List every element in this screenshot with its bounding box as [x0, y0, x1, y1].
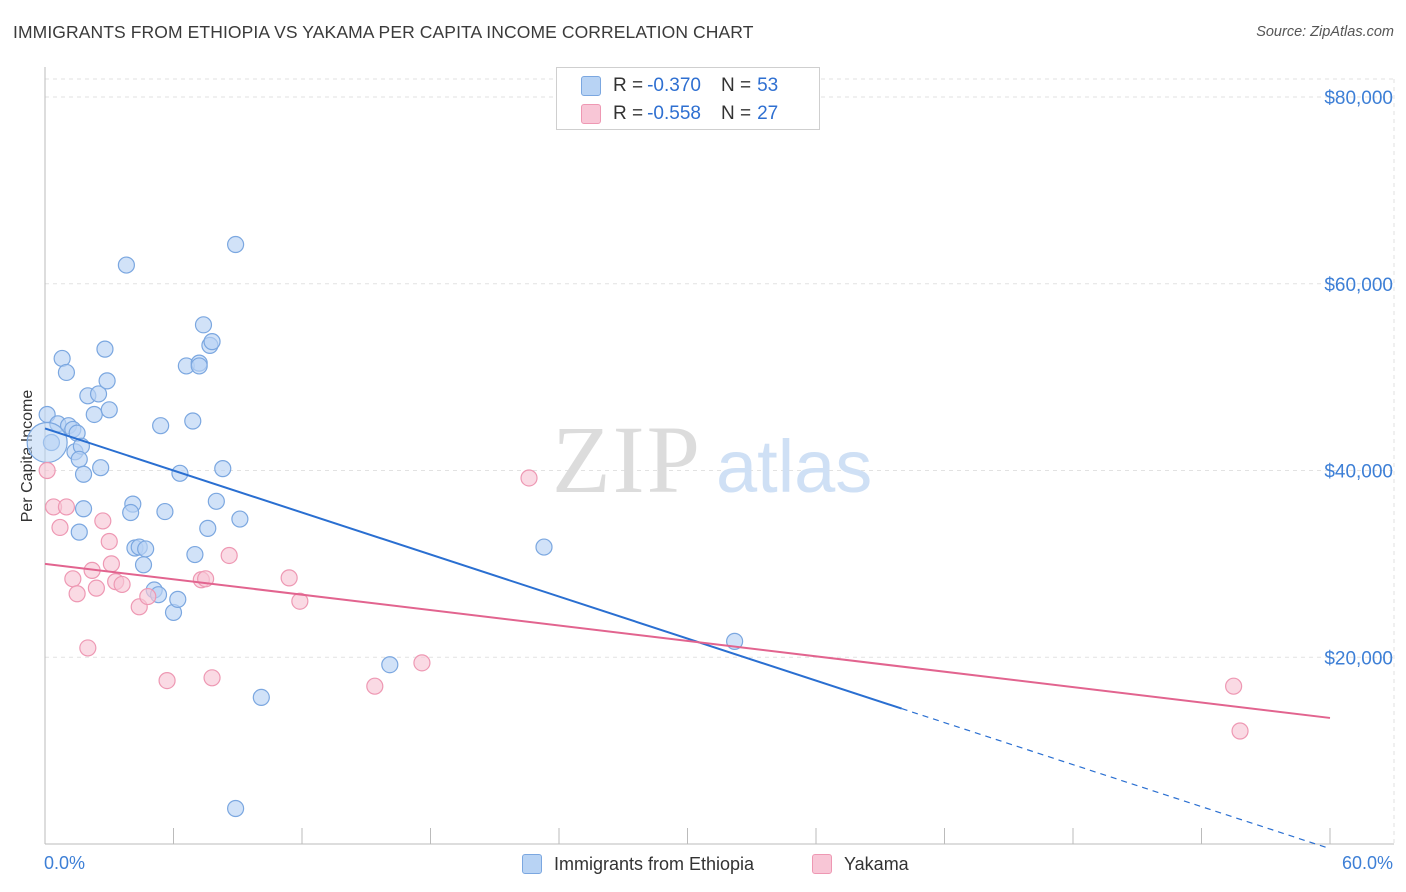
data-point-ethiopia	[381, 656, 399, 674]
data-point-ethiopia	[85, 405, 103, 424]
series-yakama-points	[38, 461, 1249, 740]
data-point-yakama	[413, 654, 431, 672]
legend-row-yakama: R = -0.558 N = 27	[581, 102, 778, 126]
data-point-yakama	[220, 546, 238, 565]
data-point-yakama	[113, 575, 131, 594]
data-point-ethiopia	[227, 235, 245, 254]
y-tick-label: $40,000	[1324, 462, 1393, 483]
legend-r-label: R =	[613, 103, 644, 124]
data-point-ethiopia	[70, 450, 88, 468]
data-point-yakama	[203, 669, 221, 687]
legend-n-value: 53	[757, 75, 779, 96]
correlation-legend: R = -0.370 N = 53 R = -0.558 N = 27	[556, 67, 820, 130]
chart-title: IMMIGRANTS FROM ETHIOPIA VS YAKAMA PER C…	[13, 22, 754, 42]
data-point-yakama	[57, 498, 76, 516]
data-point-ethiopia	[96, 340, 114, 358]
series-ethiopia-points	[26, 235, 744, 818]
legend-swatch-yakama	[581, 104, 601, 124]
data-point-yakama	[79, 639, 97, 657]
legend-row-ethiopia: R = -0.370 N = 53	[581, 74, 778, 98]
data-point-yakama	[1225, 677, 1243, 695]
x-tick-labels: 0.0% 60.0%	[44, 853, 1393, 873]
data-point-yakama	[280, 569, 298, 587]
data-point-ethiopia	[117, 256, 135, 274]
data-point-ethiopia	[184, 412, 202, 430]
data-point-ethiopia	[227, 799, 245, 818]
legend-n-label: N =	[720, 103, 752, 124]
legend-n-label: N =	[720, 75, 752, 96]
data-point-yakama	[100, 532, 118, 551]
data-point-ethiopia	[57, 363, 76, 382]
data-point-yakama	[51, 518, 69, 537]
data-point-ethiopia	[122, 503, 140, 522]
legend-r-value: -0.370	[647, 75, 701, 96]
data-point-ethiopia	[194, 316, 213, 334]
y-tick-labels: $20,000 $40,000 $60,000 $80,000	[1324, 88, 1393, 669]
data-point-ethiopia	[231, 510, 249, 528]
bottom-legend-ethiopia: Immigrants from Ethiopia	[522, 851, 754, 877]
y-tick-label: $60,000	[1324, 275, 1393, 296]
watermark: ZIP atlas	[552, 406, 872, 513]
legend-r-label: R =	[613, 75, 644, 96]
bottom-legend-yakama: Yakama	[812, 851, 909, 877]
chart-source: Source: ZipAtlas.com	[1256, 24, 1394, 40]
watermark-atlas: atlas	[716, 425, 872, 508]
data-point-yakama	[291, 592, 309, 610]
data-point-ethiopia	[156, 502, 174, 521]
legend-swatch-ethiopia	[581, 76, 601, 96]
trend-lines	[44, 427, 1331, 850]
watermark-zip: ZIP	[552, 406, 702, 513]
data-point-ethiopia	[203, 333, 221, 351]
data-point-ethiopia	[70, 523, 88, 541]
data-point-ethiopia	[100, 401, 118, 419]
bottom-legend-label: Immigrants from Ethiopia	[554, 853, 755, 874]
data-point-yakama	[158, 671, 176, 690]
trend-line-ethiopia	[44, 427, 902, 710]
data-point-yakama	[139, 587, 157, 606]
data-point-yakama	[366, 677, 384, 695]
y-tick-label: $80,000	[1324, 88, 1393, 109]
legend-r-value: -0.558	[647, 103, 701, 124]
data-point-yakama	[102, 555, 120, 573]
data-point-ethiopia	[207, 492, 225, 510]
data-point-ethiopia	[89, 385, 108, 403]
bottom-swatch-yakama	[812, 854, 832, 874]
bottom-swatch-ethiopia	[522, 854, 542, 874]
data-point-ethiopia	[199, 519, 217, 537]
data-point-ethiopia	[134, 556, 153, 574]
data-point-yakama	[64, 570, 82, 588]
trend-line-yakama	[44, 562, 1331, 719]
data-point-yakama	[87, 579, 106, 597]
data-point-yakama	[520, 469, 538, 487]
x-tick-label: 0.0%	[44, 853, 85, 873]
data-point-yakama	[68, 585, 86, 603]
data-point-ethiopia	[214, 460, 232, 478]
data-point-yakama	[38, 461, 56, 480]
data-point-yakama	[1231, 722, 1249, 740]
data-point-ethiopia	[535, 538, 553, 556]
trend-line-ethiopia-extension	[901, 708, 1331, 850]
data-point-ethiopia	[98, 372, 116, 390]
data-point-ethiopia	[74, 465, 93, 483]
legend-n-value: 27	[757, 103, 779, 124]
data-point-ethiopia	[137, 540, 155, 558]
data-point-ethiopia	[74, 500, 93, 518]
data-point-ethiopia	[169, 590, 187, 608]
data-point-ethiopia	[152, 417, 170, 435]
data-point-ethiopia	[252, 688, 270, 707]
y-tick-label: $20,000	[1324, 648, 1393, 669]
data-point-ethiopia	[92, 459, 110, 477]
data-point-ethiopia	[186, 545, 204, 564]
data-point-ethiopia	[190, 357, 208, 375]
x-tick-label: 60.0%	[1342, 853, 1393, 873]
data-point-yakama	[94, 512, 112, 530]
bottom-legend-label: Yakama	[844, 853, 909, 874]
